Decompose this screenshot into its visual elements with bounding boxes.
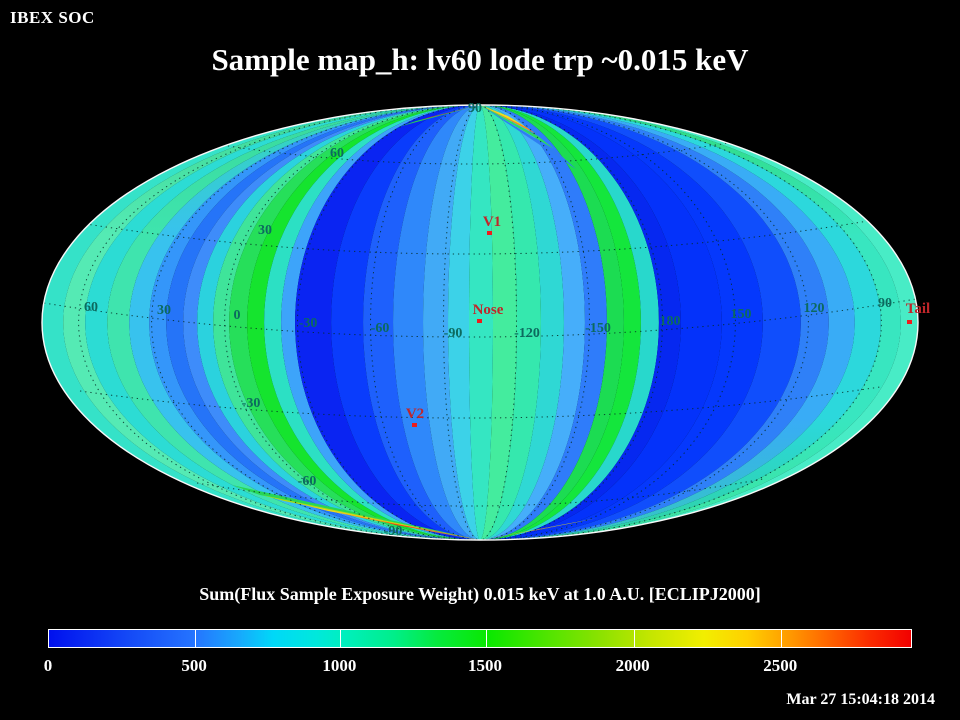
pole-arc (480, 105, 554, 149)
marker-point-v2 (412, 423, 417, 427)
swath-band (448, 105, 480, 540)
parallel-line (196, 136, 764, 165)
swath-band (295, 105, 480, 540)
pole-arc (420, 105, 480, 120)
colorbar-tick (195, 630, 197, 647)
grid-tick-label: 60 (84, 300, 98, 315)
pole-fan-bottom (232, 485, 598, 540)
colorbar-tick-label: 0 (43, 656, 53, 675)
colorbar-tick (633, 630, 635, 647)
swath-band (363, 105, 480, 540)
meridian-line (479, 105, 736, 540)
grid-tick-label: 150 (731, 307, 752, 322)
grid-tick-label: -60 (371, 321, 390, 336)
meridian-line (224, 105, 481, 540)
colorbar-tick (340, 630, 342, 647)
colorbar-caption: Sum(Flux Sample Exposure Weight) 0.015 k… (199, 584, 761, 604)
timestamp: Mar 27 15:04:18 2014 (786, 691, 935, 708)
grid-tick-label: -60 (298, 474, 317, 489)
meridian-line (151, 105, 481, 540)
colorbar (48, 629, 912, 648)
grid-tick-label: -150 (585, 321, 611, 336)
meridian-line (479, 105, 517, 540)
colorbar-tick-label: 1000 (322, 656, 357, 675)
grid-tick-label: 30 (157, 303, 171, 318)
meridian-line (479, 105, 590, 540)
grid-tick-label: -120 (514, 326, 540, 341)
pole-arc (336, 512, 480, 540)
colorbar-tick-label: 1500 (467, 656, 502, 675)
meridian-line (479, 105, 809, 540)
grid-tick-label: -90 (444, 326, 463, 341)
meridian-line (370, 105, 481, 540)
colorbar-tick-label: 2500 (763, 656, 798, 675)
exposure-swaths (42, 105, 918, 540)
grid-tick-label: 90 (878, 296, 892, 311)
grid-tick-label: 30 (258, 223, 272, 238)
pole-arc (480, 105, 576, 169)
meridian-line (479, 105, 883, 540)
graticule (43, 105, 917, 540)
pole-arc (480, 525, 564, 540)
parallel-line (79, 218, 881, 255)
marker-label-tail: Tail (906, 301, 930, 317)
pole-arc (262, 495, 480, 540)
parallel-line (196, 478, 764, 507)
swath-band (480, 105, 564, 540)
meridian-line (77, 105, 481, 540)
meridian-line (443, 105, 481, 540)
map-outline (41, 104, 919, 541)
colorbar-tick (485, 630, 487, 647)
swath-band (480, 105, 517, 540)
map-area (42, 105, 918, 540)
parallel-line (43, 298, 917, 338)
pole-arc (480, 518, 598, 540)
marker-point-nose (477, 319, 482, 323)
grid-tick-label: 90 (468, 101, 482, 116)
swath-band (480, 105, 763, 540)
pole-arc (408, 527, 480, 540)
swath-band (480, 105, 722, 540)
marker-label-v2: V2 (406, 406, 424, 422)
marker-label-v1: V1 (483, 214, 501, 230)
colorbar-tick-label: 2000 (615, 656, 650, 675)
grid-labels: 60 30 0 -30 -60 -90 -120 -150 180 150 120 90 90 60 30 -… (84, 101, 892, 539)
pole-arc (380, 521, 480, 540)
direction-markers: V1 Nose V2 Tail (406, 214, 930, 427)
swath-band (393, 105, 480, 540)
pole-fan-top (398, 105, 576, 169)
pole-arc (232, 485, 480, 540)
grid-tick-label: -30 (242, 396, 261, 411)
grid-tick-label: 180 (660, 314, 681, 329)
grid-tick-label: 120 (804, 301, 825, 316)
swath-band (423, 105, 480, 540)
pole-arc (480, 105, 536, 134)
swath-band (480, 105, 541, 540)
swath-band (480, 105, 585, 540)
grid-tick-label: -90 (384, 524, 403, 539)
marker-point-tail (907, 320, 912, 324)
marker-point-v1 (487, 231, 492, 235)
marker-label-nose: Nose (473, 302, 504, 318)
pole-arc (450, 105, 480, 113)
grid-tick-label: 0 (234, 308, 241, 323)
colorbar-tick-label: 500 (181, 656, 207, 675)
swath-band (331, 105, 480, 540)
parallel-line (79, 386, 881, 419)
colorbar-tick (781, 630, 783, 647)
grid-tick-label: 60 (330, 146, 344, 161)
pole-arc (300, 504, 480, 540)
grid-tick-label: -30 (299, 316, 318, 331)
pole-arc (480, 105, 506, 115)
app-label: IBEX SOC (10, 8, 95, 27)
swath-band (480, 105, 607, 540)
chart-title: Sample map_h: lv60 lode trp ~0.015 keV (211, 42, 749, 77)
